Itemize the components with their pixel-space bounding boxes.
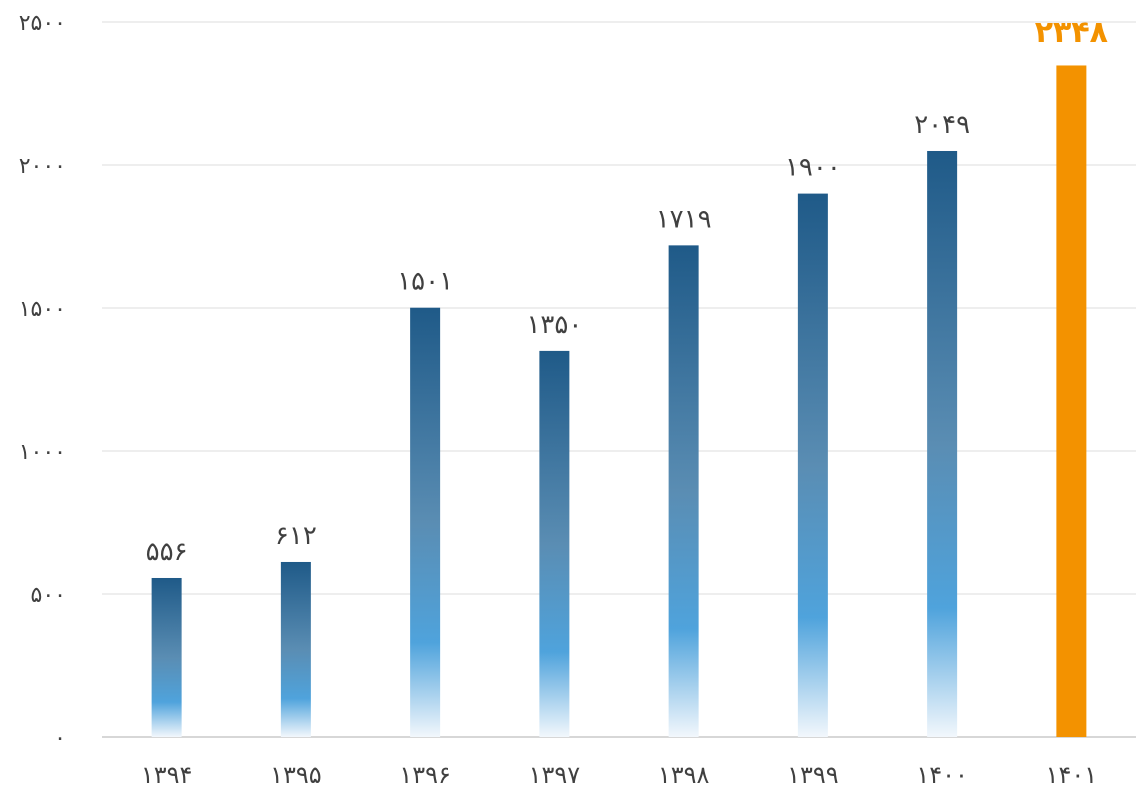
data-label: ۲۳۴۸ [1035, 15, 1108, 50]
data-label: ۱۹۰۰ [785, 153, 841, 183]
x-tick-label: ۱۳۹۵ [270, 761, 322, 788]
grid-lines [102, 21, 1136, 738]
data-label: ۵۵۶ [146, 537, 188, 567]
data-label: ۶۱۲ [275, 521, 317, 551]
y-axis-ticks: ۰ ۵۰۰ ۱۰۰۰ ۱۵۰۰ ۲۰۰۰ ۲۵۰۰ [19, 11, 66, 751]
data-label: ۱۵۰۱ [397, 267, 453, 297]
y-tick-label: ۵۰۰ [31, 583, 66, 608]
x-tick-label: ۱۳۹۶ [399, 761, 451, 788]
x-tick-label: ۱۳۹۹ [787, 761, 839, 788]
x-tick-label: ۱۳۹۴ [141, 761, 193, 788]
bar-highlighted [1056, 65, 1087, 738]
bar [539, 350, 570, 737]
bar [410, 307, 441, 737]
data-label: ۱۳۵۰ [526, 310, 582, 340]
bar [927, 150, 958, 738]
bar [151, 577, 182, 737]
bars [151, 65, 1087, 738]
y-tick-label: ۰ [54, 726, 66, 751]
x-tick-label: ۱۳۹۷ [529, 761, 581, 788]
data-label: ۱۷۱۹ [656, 204, 712, 234]
data-label: ۲۰۴۹ [914, 110, 970, 140]
x-axis-ticks: ۱۳۹۴ ۱۳۹۵ ۱۳۹۶ ۱۳۹۷ ۱۳۹۸ ۱۳۹۹ ۱۴۰۰ ۱۴۰۱ [141, 761, 1098, 789]
bar [280, 561, 311, 737]
y-tick-label: ۱۰۰۰ [19, 440, 66, 465]
bar [668, 245, 699, 737]
data-labels: ۵۵۶ ۶۱۲ ۱۵۰۱ ۱۳۵۰ ۱۷۱۹ ۱۹۰۰ ۲۰۴۹ ۲۳۴۸ [146, 15, 1108, 567]
y-tick-label: ۲۰۰۰ [19, 154, 66, 179]
y-tick-label: ۲۵۰۰ [19, 11, 66, 36]
bar [797, 193, 828, 738]
x-tick-label: ۱۴۰۱ [1046, 761, 1098, 788]
x-tick-label: ۱۴۰۰ [916, 761, 968, 788]
x-tick-label: ۱۳۹۸ [658, 761, 710, 788]
y-tick-label: ۱۵۰۰ [19, 297, 66, 322]
